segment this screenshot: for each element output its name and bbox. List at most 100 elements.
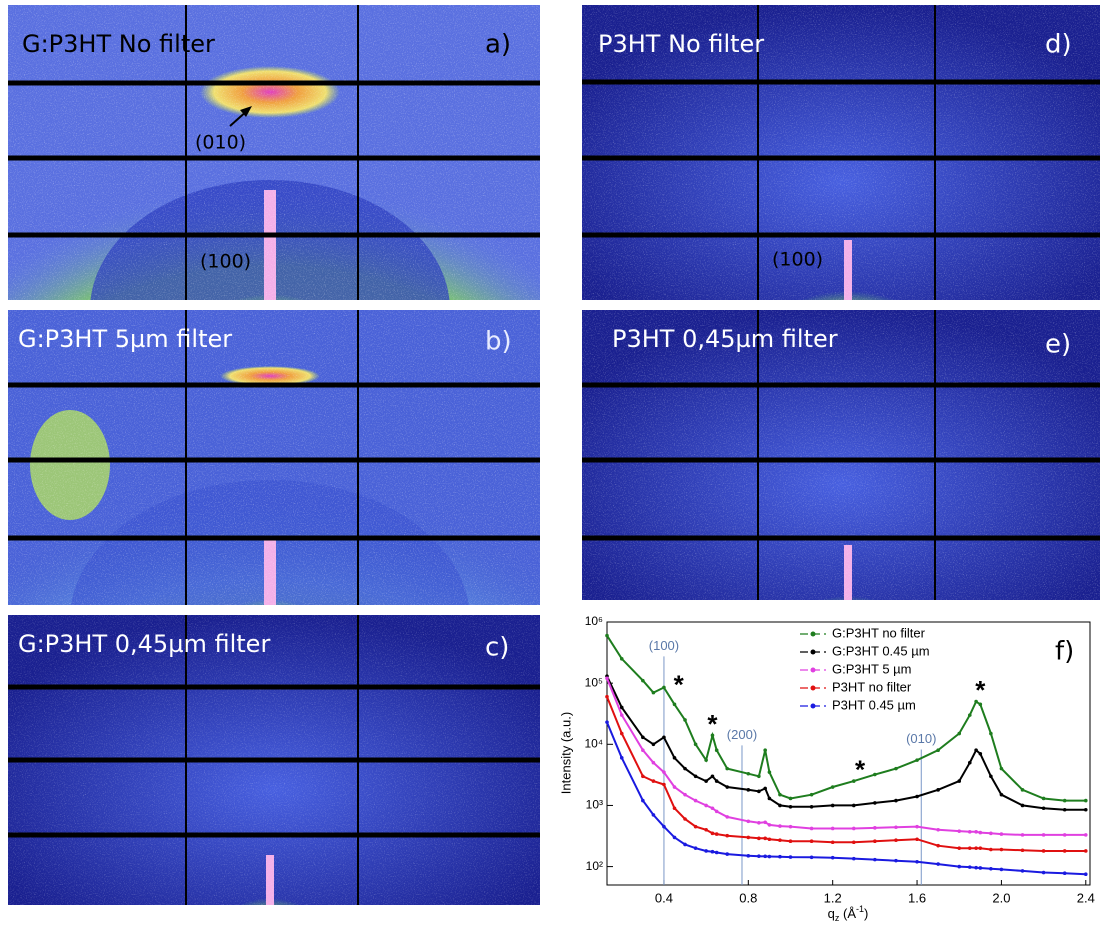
data-point: [683, 817, 687, 821]
data-point: [710, 733, 715, 738]
legend-label: G:P3HT no filter: [832, 625, 926, 640]
data-point: [757, 854, 761, 858]
data-point: [1041, 806, 1046, 811]
peak-marker: *: [707, 709, 718, 739]
data-point: [619, 731, 624, 736]
data-point: [746, 788, 751, 792]
panel-letter: a): [485, 30, 511, 60]
data-point: [957, 846, 962, 850]
data-point: [809, 792, 814, 797]
panel-b: [8, 310, 540, 605]
data-point: [978, 866, 983, 870]
data-point: [725, 766, 730, 771]
x-label-part: (Å: [839, 906, 856, 921]
data-point: [788, 805, 793, 809]
data-point: [894, 766, 898, 771]
data-point: [757, 821, 761, 825]
y-tick-label: 10⁴: [584, 736, 603, 750]
panel-letter: c): [485, 633, 509, 663]
peak-label: (100): [200, 251, 251, 273]
data-point: [978, 846, 983, 850]
data-point: [1020, 848, 1025, 853]
data-point: [957, 829, 962, 833]
panel-title: G:P3HT No filter: [22, 30, 215, 58]
data-point: [974, 865, 978, 870]
data-point: [989, 731, 993, 736]
data-point: [915, 794, 919, 799]
peak-label: (010): [195, 132, 246, 154]
data-point: [651, 690, 656, 695]
data-point: [746, 771, 751, 776]
data-point: [619, 713, 624, 717]
data-point: [693, 774, 698, 779]
data-point: [763, 786, 767, 791]
data-point: [915, 837, 919, 842]
data-point: [778, 854, 782, 859]
data-point: [693, 824, 698, 829]
data-point: [605, 676, 609, 681]
data-point: [915, 859, 919, 864]
data-point: [915, 758, 919, 762]
data-point: [662, 735, 666, 740]
x-label-part: ): [864, 906, 868, 921]
peak-label: (100): [772, 249, 823, 271]
data-point: [873, 801, 877, 805]
peak-marker: *: [855, 754, 866, 784]
data-point: [999, 766, 1004, 771]
plot-frame: [606, 621, 1091, 886]
data-point: [683, 718, 687, 722]
data-point: [999, 832, 1004, 836]
panel-title: P3HT No filter: [598, 30, 764, 58]
data-point: [767, 796, 772, 801]
data-point: [746, 835, 751, 840]
data-point: [704, 827, 708, 832]
x-label-part: q: [828, 906, 835, 921]
data-point: [767, 770, 772, 774]
x-tick-label: 1.2: [824, 890, 842, 905]
panel-a: [8, 5, 540, 300]
data-point: [999, 792, 1004, 797]
chart-f: f) Intensity (a.u.) qz (Å-1) 0.4 0.8 1.2 1.…: [558, 614, 1094, 923]
data-point: [936, 788, 940, 792]
data-point: [788, 824, 793, 829]
data-point: [651, 779, 656, 783]
legend-dot: [810, 649, 816, 655]
data-point: [978, 830, 983, 835]
panel-title: P3HT 0,45µm filter: [612, 325, 838, 353]
data-point: [662, 770, 666, 774]
data-point: [851, 779, 856, 783]
data-point: [714, 779, 719, 783]
data-point: [1041, 849, 1046, 853]
data-point: [605, 633, 609, 638]
data-point: [974, 846, 978, 850]
data-point: [830, 855, 835, 860]
data-point: [619, 756, 624, 760]
data-point: [651, 813, 656, 817]
data-point: [1020, 833, 1025, 837]
data-point: [778, 824, 782, 828]
data-point: [605, 694, 609, 699]
data-point: [936, 862, 940, 866]
data-point: [683, 792, 687, 797]
data-point: [710, 806, 715, 811]
data-point: [746, 854, 751, 858]
data-point: [704, 849, 708, 853]
data-point: [967, 865, 972, 869]
data-point: [1062, 871, 1067, 875]
reference-label: (100): [649, 638, 679, 653]
data-point: [1041, 833, 1046, 837]
x-tick-label: 2.4: [1077, 890, 1095, 905]
data-point: [999, 867, 1004, 872]
data-point: [1083, 849, 1088, 853]
x-tick-label: 2.0: [992, 890, 1010, 905]
reference-label: (200): [727, 727, 757, 742]
data-point: [894, 798, 898, 803]
series-line: [606, 635, 1086, 802]
data-point: [851, 856, 856, 861]
data-point: [672, 806, 677, 811]
data-point: [714, 832, 719, 836]
y-tick-label: 10³: [586, 798, 603, 812]
data-point: [672, 756, 677, 760]
data-point: [936, 748, 940, 753]
x-label-part: z: [835, 913, 840, 923]
